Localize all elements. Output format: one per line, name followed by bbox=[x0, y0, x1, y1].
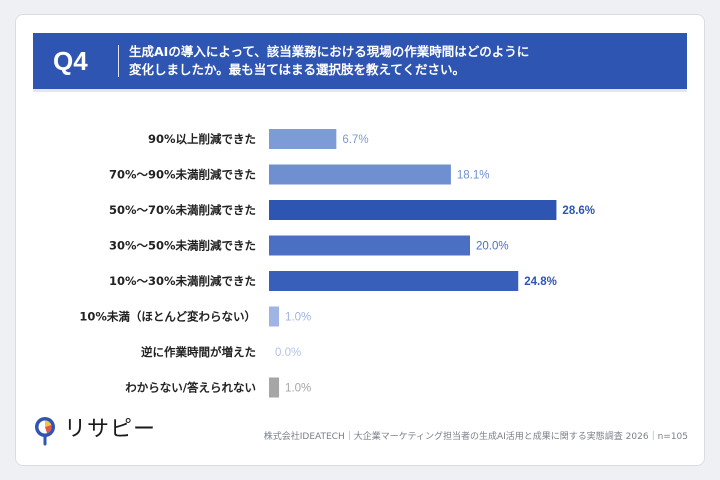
category-label: 70%～90%未満削減できた bbox=[109, 168, 256, 182]
bar bbox=[269, 377, 280, 398]
category-label: 10%未満（ほとんど変わらない） bbox=[79, 310, 256, 324]
question-text: 生成AIの導入によって、該当業務における現場の作業時間はどのように 変化しました… bbox=[129, 43, 669, 79]
category-label: わからない/答えられない bbox=[125, 381, 256, 395]
question-text-line2: 変化しましたか。最も当てはまる選択肢を教えてください。 bbox=[129, 62, 466, 77]
bar bbox=[269, 164, 451, 185]
category-label: 10%～30%未満削減できた bbox=[109, 274, 256, 288]
category-label: 30%～50%未満削減できた bbox=[109, 239, 256, 253]
bar bbox=[269, 200, 557, 220]
header-divider bbox=[118, 45, 119, 77]
value-label: 24.8% bbox=[524, 276, 557, 288]
bar bbox=[269, 235, 470, 256]
question-text-line1: 生成AIの導入によって、該当業務における現場の作業時間はどのように bbox=[129, 44, 530, 59]
value-label: 18.1% bbox=[457, 170, 490, 182]
value-label: 20.0% bbox=[476, 241, 509, 253]
question-header: Q4 生成AIの導入によって、該当業務における現場の作業時間はどのように 変化し… bbox=[33, 33, 687, 89]
bar bbox=[269, 271, 519, 291]
bar bbox=[269, 306, 280, 327]
question-number: Q4 bbox=[53, 46, 88, 76]
value-label: 1.0% bbox=[285, 312, 311, 324]
footer-source: 株式会社IDEATECH｜大企業マーケティング担当者の生成AI活用と成果に関する… bbox=[263, 432, 688, 442]
value-label: 28.6% bbox=[562, 205, 595, 217]
header-shadow bbox=[33, 89, 687, 92]
rissapy-logo-icon bbox=[35, 417, 55, 446]
logo: リサピー bbox=[32, 412, 155, 448]
bar bbox=[269, 129, 337, 149]
value-label: 6.7% bbox=[342, 134, 368, 146]
category-label: 90%以上削減できた bbox=[148, 132, 256, 146]
category-label: 50%～70%未満削減できた bbox=[109, 203, 256, 217]
value-label: 0.0% bbox=[275, 347, 301, 359]
value-label: 1.0% bbox=[285, 383, 311, 395]
category-label: 逆に作業時間が増えた bbox=[141, 345, 256, 359]
logo-text: リサピー bbox=[64, 417, 157, 442]
